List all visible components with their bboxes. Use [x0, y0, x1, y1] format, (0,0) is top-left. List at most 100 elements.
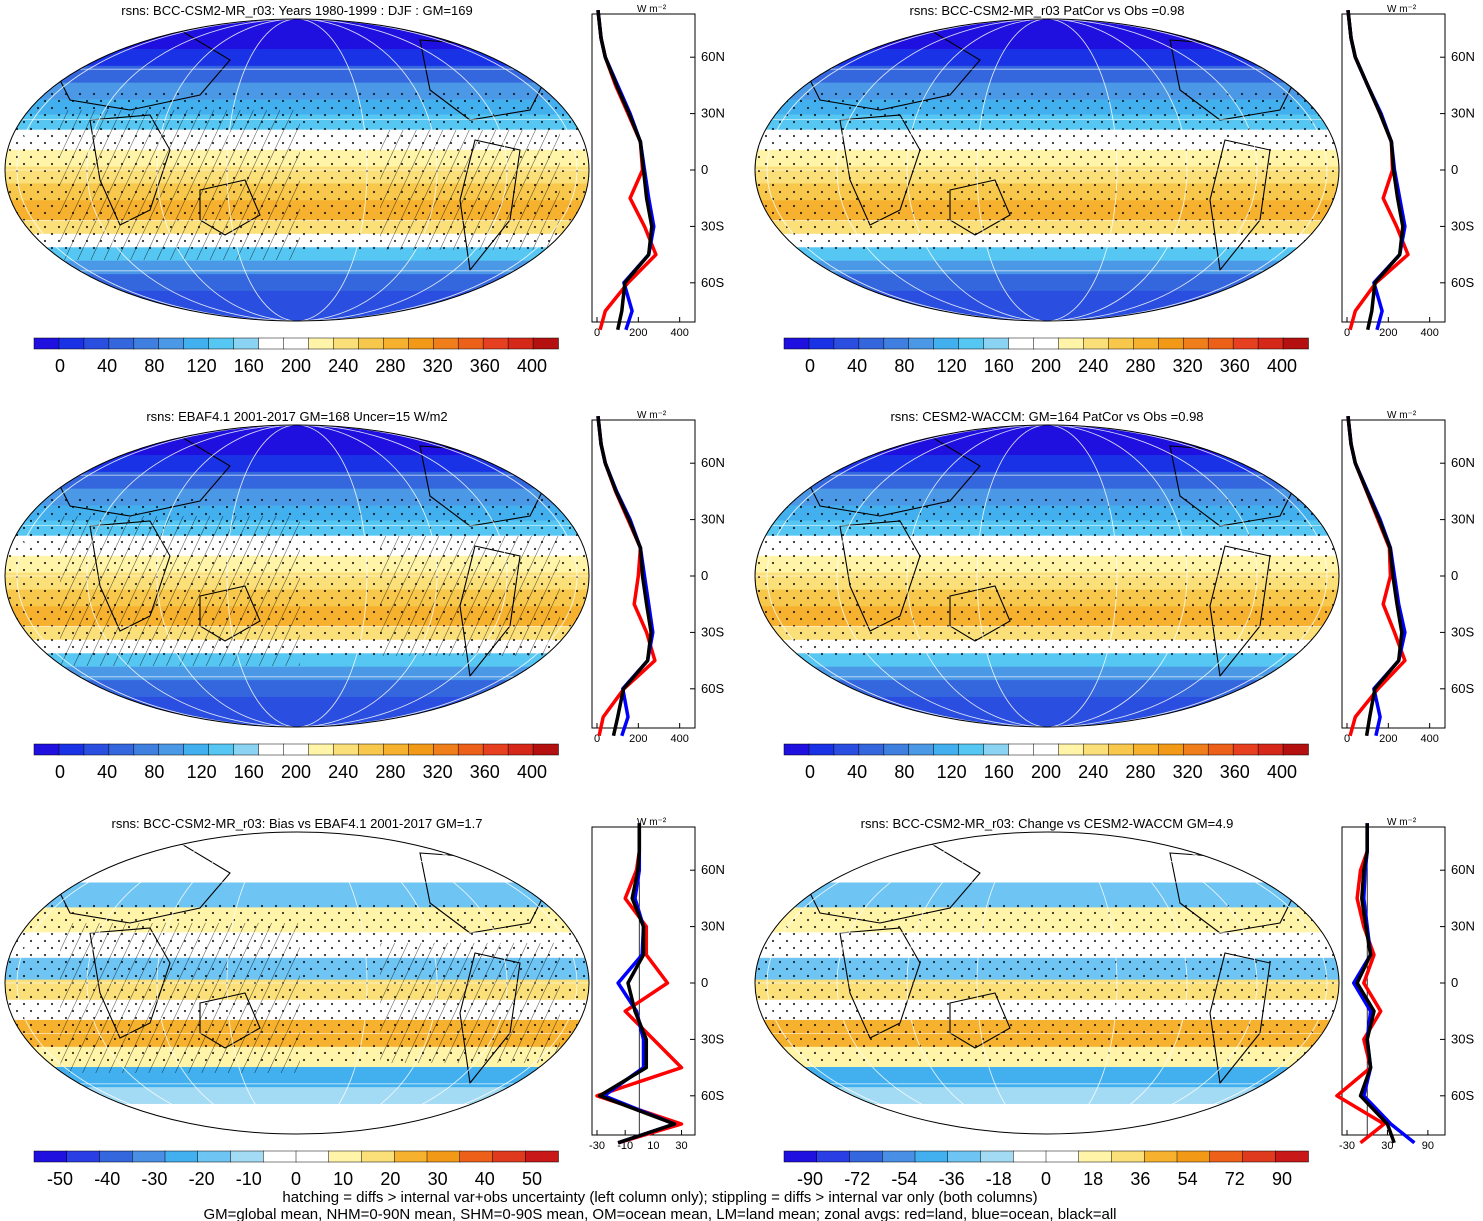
- graticule-lon: [766, 425, 1328, 727]
- colorbar-swatch: [882, 1150, 916, 1163]
- zonal-line-all: [1346, 416, 1404, 737]
- colorbar-swatch: [108, 337, 135, 350]
- zonal-lat-label: 60N: [1451, 49, 1475, 64]
- colorbar-swatch: [507, 337, 534, 350]
- hatching: [380, 130, 560, 250]
- colorbar-swatch: [1083, 337, 1110, 350]
- graticule-lon: [156, 425, 438, 727]
- colorbar-swatch: [164, 1150, 199, 1163]
- colorbar-swatch: [408, 337, 434, 350]
- graticule-lon: [86, 425, 508, 727]
- colorbar-swatch: [858, 337, 885, 350]
- colorbar-label: 320: [423, 762, 453, 782]
- map-band: [5, 1103, 589, 1134]
- colorbar-swatch: [208, 743, 235, 756]
- colorbar-swatch: [883, 337, 910, 350]
- colorbar-label: -50: [47, 1169, 73, 1189]
- zonal-xtick-label: 0: [594, 733, 600, 745]
- map-band: [755, 653, 1339, 668]
- colorbar-swatch: [158, 337, 185, 350]
- map-border: [4, 424, 590, 728]
- zonal-xtick-label: 400: [1420, 733, 1438, 745]
- colorbar-label: -90: [797, 1169, 823, 1189]
- colorbar-swatch: [432, 337, 459, 350]
- colorbar-label: 20: [380, 1169, 400, 1189]
- zonal-line-all: [596, 416, 653, 737]
- panel-title: rsns: BCC-CSM2-MR_r03: Bias vs EBAF4.1 2…: [111, 816, 482, 831]
- colorbar-swatch: [1058, 743, 1085, 756]
- panel-2: rsns: BCC-CSM2-MR_r03 PatCor vs Obs =0.9…: [754, 3, 1475, 376]
- colorbar-label: 36: [1130, 1169, 1150, 1189]
- zonal-lat-label: 60N: [1451, 455, 1475, 470]
- colorbar-swatch: [1207, 337, 1234, 350]
- colorbar-label: 240: [328, 762, 358, 782]
- map-band: [755, 260, 1339, 276]
- zonal-lat-label: 60N: [701, 455, 725, 470]
- map-band: [755, 247, 1339, 262]
- zonal-lat-label: 60N: [1451, 862, 1475, 877]
- colorbar-label: 320: [1173, 356, 1203, 376]
- colorbar-label: 160: [234, 762, 264, 782]
- colorbar-swatch: [1257, 337, 1284, 350]
- panel-title: rsns: BCC-CSM2-MR_r03: Years 1980-1999 :…: [121, 3, 473, 18]
- colorbar-label: 160: [984, 762, 1014, 782]
- colorbar-swatch: [532, 337, 559, 350]
- map-band: [5, 471, 589, 490]
- zonal-xtick-label: -30: [589, 1140, 605, 1152]
- map-band: [5, 65, 589, 84]
- panel-3: rsns: EBAF4.1 2001-2017 GM=168 Uncer=15 …: [4, 409, 725, 782]
- zonal-lat-label: 60S: [701, 1088, 724, 1103]
- colorbar-swatch: [308, 743, 335, 756]
- colorbar-swatch: [1182, 337, 1209, 350]
- zonal-xtick-label: 200: [1379, 327, 1397, 339]
- colorbar-swatch: [947, 1150, 982, 1163]
- colorbar-swatch: [58, 337, 85, 350]
- colorbar-label: 200: [1031, 356, 1061, 376]
- graticule-lon: [976, 832, 1118, 1134]
- colorbar-swatch: [1182, 743, 1209, 756]
- colorbar-swatch: [263, 1150, 297, 1163]
- colorbar-swatch: [1133, 743, 1160, 756]
- graticule-lon: [86, 19, 508, 321]
- colorbar-label: 120: [937, 762, 967, 782]
- map-border: [754, 831, 1340, 1135]
- map: [5, 19, 589, 321]
- colorbar-swatch: [457, 743, 484, 756]
- zonal-lat-label: 30N: [701, 919, 725, 934]
- colorbar-swatch: [33, 337, 60, 350]
- colorbar-swatch: [833, 337, 860, 350]
- colorbar-swatch: [283, 743, 310, 756]
- colorbar-swatch: [197, 1150, 232, 1163]
- colorbar-swatch: [432, 743, 459, 756]
- colorbar-swatch: [358, 337, 385, 350]
- graticule-lon: [906, 425, 1188, 727]
- map-band: [755, 1103, 1339, 1134]
- zonal-lat-label: 0: [1451, 568, 1458, 583]
- zonal-unit: W m⁻²: [1387, 817, 1417, 828]
- map-band: [5, 832, 589, 884]
- hatching: [380, 943, 560, 1063]
- colorbar-label: 360: [470, 762, 500, 782]
- colorbar-label: 0: [1041, 1169, 1051, 1189]
- colorbar-swatch: [1282, 337, 1309, 350]
- colorbar-swatch: [1144, 1150, 1178, 1163]
- zonal-xtick-label: 200: [629, 327, 647, 339]
- colorbar-swatch: [816, 1150, 851, 1163]
- zonal-lat-label: 60S: [1451, 681, 1474, 696]
- colorbar-swatch: [1058, 337, 1085, 350]
- colorbar-label: 320: [1173, 762, 1203, 782]
- colorbar-label: 0: [55, 762, 65, 782]
- colorbar-label: 160: [984, 356, 1014, 376]
- map-band: [755, 290, 1339, 321]
- zonal-line-land: [1335, 823, 1386, 1145]
- colorbar-label: 40: [97, 762, 117, 782]
- colorbar-label: 10: [333, 1169, 353, 1189]
- map-band: [755, 425, 1339, 457]
- colorbar-swatch: [883, 743, 910, 756]
- colorbar-swatch: [1176, 1150, 1211, 1163]
- colorbar-swatch: [983, 337, 1010, 350]
- colorbar-swatch: [295, 1150, 330, 1163]
- zonal-lat-label: 30S: [1451, 1031, 1474, 1046]
- colorbar-swatch: [457, 337, 484, 350]
